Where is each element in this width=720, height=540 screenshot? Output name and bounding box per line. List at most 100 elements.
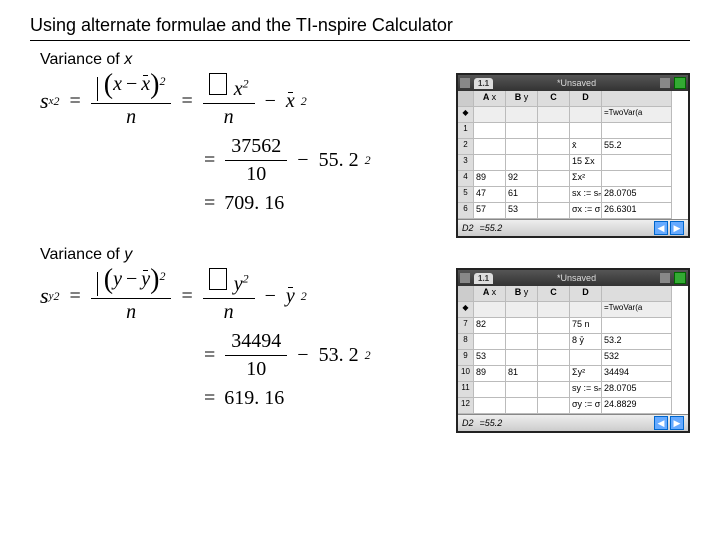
cell[interactable]: 75 n (570, 318, 602, 334)
calc-tab[interactable]: 1.1 (474, 273, 493, 284)
cell[interactable] (506, 350, 538, 366)
calc-tab[interactable]: 1.1 (474, 78, 493, 89)
cell[interactable]: 53 (506, 203, 538, 219)
cell[interactable] (538, 139, 570, 155)
formula-cell[interactable] (538, 302, 570, 318)
cell[interactable]: 28.0705 (602, 187, 672, 203)
cell[interactable] (538, 382, 570, 398)
cell[interactable] (506, 334, 538, 350)
cell[interactable] (538, 334, 570, 350)
cell[interactable] (506, 318, 538, 334)
row-number[interactable]: 10 (458, 366, 474, 382)
cell[interactable] (538, 318, 570, 334)
col-header[interactable]: A x (474, 286, 506, 302)
cell[interactable]: Σx² (570, 171, 602, 187)
cell[interactable] (474, 139, 506, 155)
cell[interactable] (506, 139, 538, 155)
formula-cell[interactable] (506, 302, 538, 318)
col-header[interactable]: C (538, 286, 570, 302)
cell[interactable] (538, 123, 570, 139)
formula-cell[interactable] (570, 107, 602, 123)
cell[interactable] (538, 366, 570, 382)
formula-cell[interactable]: =TwoVar(a (602, 302, 672, 318)
cell[interactable]: x̄ (570, 139, 602, 155)
cell[interactable] (538, 203, 570, 219)
cell[interactable]: σx := σnX... (570, 203, 602, 219)
col-header[interactable] (602, 91, 672, 107)
col-header[interactable]: B y (506, 91, 538, 107)
cell[interactable]: 82 (474, 318, 506, 334)
cell[interactable]: sy := sₙ₋... (570, 382, 602, 398)
row-number[interactable]: 5 (458, 187, 474, 203)
row-number[interactable]: 4 (458, 171, 474, 187)
cell[interactable] (570, 123, 602, 139)
cell[interactable] (602, 155, 672, 171)
cell[interactable]: 28.0705 (602, 382, 672, 398)
row-number[interactable]: 11 (458, 382, 474, 398)
cell[interactable] (538, 187, 570, 203)
nav-right-icon[interactable]: ▶ (670, 416, 684, 430)
cell[interactable]: 24.8829 (602, 398, 672, 414)
cell[interactable] (474, 334, 506, 350)
cell[interactable]: 53.2 (602, 334, 672, 350)
cell[interactable]: 55.2 (602, 139, 672, 155)
row-number[interactable]: 1 (458, 123, 474, 139)
row-number[interactable]: 3 (458, 155, 474, 171)
cell[interactable] (602, 318, 672, 334)
spreadsheet-grid[interactable]: A xB yCD◆=TwoVar(a78275 n88 ȳ53.29535321… (458, 286, 688, 414)
close-icon[interactable] (674, 77, 686, 89)
row-number[interactable]: 12 (458, 398, 474, 414)
formula-cell[interactable] (506, 107, 538, 123)
cell[interactable]: 89 (474, 366, 506, 382)
spreadsheet-grid[interactable]: A xB yCD◆=TwoVar(a12x̄55.2315 Σx48992Σx²… (458, 91, 688, 219)
cell[interactable] (538, 350, 570, 366)
row-number[interactable]: 8 (458, 334, 474, 350)
col-header[interactable]: A x (474, 91, 506, 107)
cell[interactable]: 47 (474, 187, 506, 203)
cell[interactable] (474, 398, 506, 414)
cell[interactable] (474, 155, 506, 171)
cell[interactable]: 61 (506, 187, 538, 203)
close-icon[interactable] (674, 272, 686, 284)
cell[interactable]: 53 (474, 350, 506, 366)
cell[interactable]: 26.6301 (602, 203, 672, 219)
cell[interactable] (506, 123, 538, 139)
cell[interactable] (538, 171, 570, 187)
cell[interactable]: 15 Σx (570, 155, 602, 171)
cell[interactable]: 57 (474, 203, 506, 219)
cell[interactable] (506, 398, 538, 414)
cell[interactable]: 92 (506, 171, 538, 187)
nav-left-icon[interactable]: ◀ (654, 416, 668, 430)
cell[interactable]: Σy² (570, 366, 602, 382)
row-number[interactable]: 7 (458, 318, 474, 334)
formula-cell[interactable] (474, 302, 506, 318)
col-header[interactable]: D (570, 91, 602, 107)
col-header[interactable]: C (538, 91, 570, 107)
formula-cell[interactable] (474, 107, 506, 123)
formula-cell[interactable] (570, 302, 602, 318)
nav-right-icon[interactable]: ▶ (670, 221, 684, 235)
col-header[interactable]: D (570, 286, 602, 302)
cell[interactable] (570, 350, 602, 366)
col-header[interactable] (602, 286, 672, 302)
row-number[interactable]: 9 (458, 350, 474, 366)
cell[interactable] (602, 171, 672, 187)
cell[interactable]: 532 (602, 350, 672, 366)
row-number[interactable]: 6 (458, 203, 474, 219)
cell[interactable] (506, 382, 538, 398)
cell[interactable]: 8 ȳ (570, 334, 602, 350)
cell[interactable]: 34494 (602, 366, 672, 382)
cell[interactable]: σy := σny... (570, 398, 602, 414)
nav-left-icon[interactable]: ◀ (654, 221, 668, 235)
cell[interactable]: 89 (474, 171, 506, 187)
formula-cell[interactable]: =TwoVar(a (602, 107, 672, 123)
cell[interactable]: sx := sₙ₋... (570, 187, 602, 203)
cell[interactable] (506, 155, 538, 171)
cell[interactable] (474, 123, 506, 139)
col-header[interactable]: B y (506, 286, 538, 302)
cell[interactable] (538, 398, 570, 414)
formula-cell[interactable] (538, 107, 570, 123)
cell[interactable] (474, 382, 506, 398)
row-number[interactable]: 2 (458, 139, 474, 155)
cell[interactable]: 81 (506, 366, 538, 382)
